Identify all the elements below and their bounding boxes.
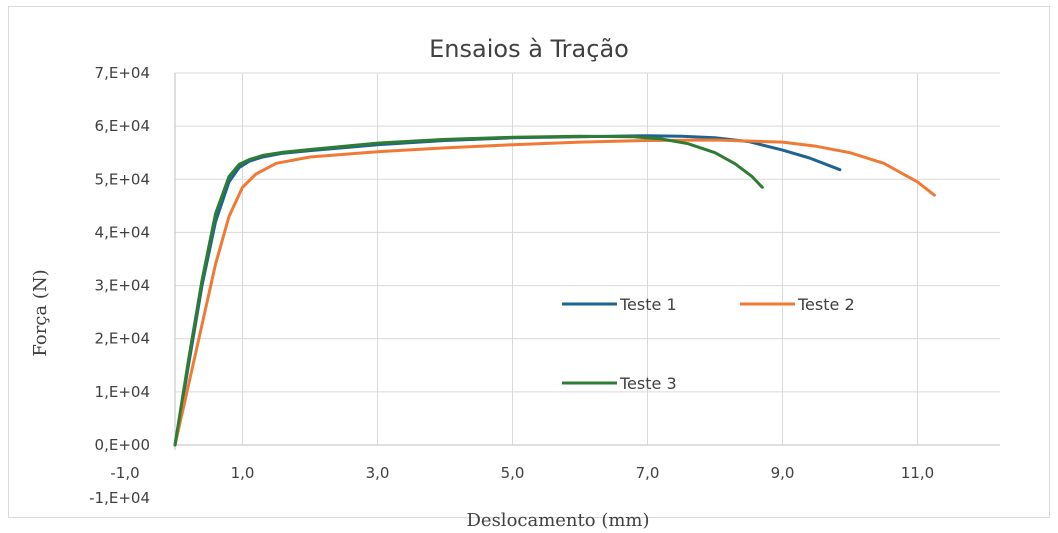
x-tick-label: 1,0 bbox=[231, 464, 255, 482]
x-tick-label: 7,0 bbox=[636, 464, 660, 482]
y-tick-label: 6,E+04 bbox=[95, 117, 150, 135]
chart-title: Ensaios à Tração bbox=[429, 35, 629, 63]
x-tick-label: 3,0 bbox=[366, 464, 390, 482]
x-axis-label: Deslocamento (mm) bbox=[466, 510, 649, 531]
y-tick-label: 5,E+04 bbox=[95, 170, 150, 188]
legend-label: Teste 3 bbox=[619, 374, 677, 393]
series-line-teste-2 bbox=[173, 138, 936, 447]
x-tick-label: 11,0 bbox=[901, 464, 934, 482]
legend-label: Teste 2 bbox=[797, 295, 855, 314]
y-axis-label: Força (N) bbox=[30, 269, 51, 356]
x-tick-label: 5,0 bbox=[501, 464, 525, 482]
tick-labels: -1,E+04 0,E+00 1,E+04 2,E+04 3,E+04 4,E+04 5,E… bbox=[89, 64, 934, 507]
series-line-teste-1 bbox=[173, 134, 842, 447]
y-tick-label: 3,E+04 bbox=[95, 277, 150, 295]
y-tick-label: 7,E+04 bbox=[95, 64, 150, 82]
chart-frame bbox=[8, 6, 1050, 518]
y-tick-label: -1,E+04 bbox=[89, 489, 150, 507]
grid-layer bbox=[174, 72, 1000, 450]
x-tick-label: -1,0 bbox=[110, 464, 139, 482]
y-tick-label: 4,E+04 bbox=[95, 223, 150, 241]
series-layer bbox=[173, 134, 936, 447]
series-line-teste-3 bbox=[173, 134, 764, 447]
y-tick-label: 2,E+04 bbox=[95, 330, 150, 348]
legend-label: Teste 1 bbox=[619, 295, 677, 314]
legend: Teste 1 Teste 2 Teste 3 bbox=[562, 295, 855, 393]
y-tick-label: 1,E+04 bbox=[95, 383, 150, 401]
x-tick-label: 9,0 bbox=[771, 464, 795, 482]
y-tick-label: 0,E+00 bbox=[95, 436, 150, 454]
